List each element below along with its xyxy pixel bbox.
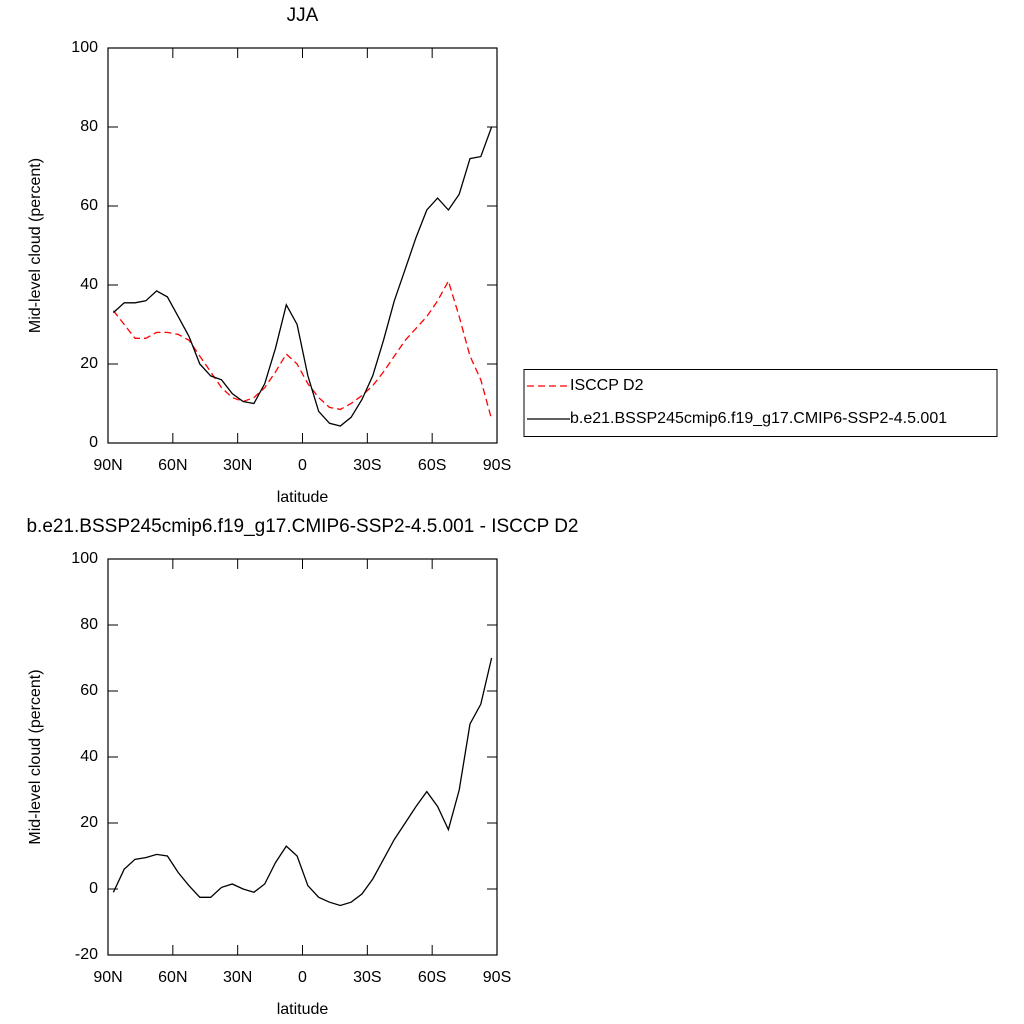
x-tick-label: 30N bbox=[223, 457, 252, 474]
legend-frame bbox=[523, 369, 998, 437]
y-axis-label: Mid-level cloud (percent) bbox=[27, 158, 44, 333]
x-tick-label: 30N bbox=[223, 969, 252, 986]
x-axis-label: latitude bbox=[277, 489, 329, 506]
y-tick-label: 40 bbox=[80, 748, 98, 765]
x-tick-label: 90N bbox=[93, 457, 122, 474]
y-tick-label: 80 bbox=[80, 118, 98, 135]
y-tick-label: 100 bbox=[71, 550, 98, 567]
chart-title: JJA bbox=[287, 5, 319, 26]
y-tick-label: 20 bbox=[80, 814, 98, 831]
x-tick-label: 90S bbox=[483, 457, 511, 474]
x-tick-label: 60N bbox=[158, 969, 187, 986]
y-tick-label: 0 bbox=[89, 434, 98, 451]
x-tick-label: 0 bbox=[298, 969, 307, 986]
y-tick-label: 100 bbox=[71, 39, 98, 56]
legend: ISCCP D2 b.e21.BSSP245cmip6.f19_g17.CMIP6… bbox=[523, 369, 998, 437]
x-tick-label: 60N bbox=[158, 457, 187, 474]
y-tick-label: 60 bbox=[80, 682, 98, 699]
x-tick-label: 60S bbox=[418, 969, 446, 986]
series-line bbox=[112, 279, 493, 420]
plot-frame bbox=[107, 558, 498, 956]
y-tick-label: -20 bbox=[75, 946, 98, 963]
series-line bbox=[112, 657, 493, 907]
y-axis-label: Mid-level cloud (percent) bbox=[27, 669, 44, 844]
legend-label: b.e21.BSSP245cmip6.f19_g17.CMIP6-SSP2-4.… bbox=[570, 410, 947, 427]
y-tick-label: 40 bbox=[80, 276, 98, 293]
legend-label: ISCCP D2 bbox=[570, 377, 644, 394]
x-tick-label: 30S bbox=[353, 457, 381, 474]
y-tick-label: 0 bbox=[89, 880, 98, 897]
series-line bbox=[112, 126, 493, 427]
x-tick-label: 60S bbox=[418, 457, 446, 474]
x-tick-label: 90S bbox=[483, 969, 511, 986]
plot-frame bbox=[107, 47, 498, 444]
x-axis-label: latitude bbox=[277, 1001, 329, 1018]
x-tick-label: 0 bbox=[298, 457, 307, 474]
x-tick-label: 90N bbox=[93, 969, 122, 986]
chart-title: b.e21.BSSP245cmip6.f19_g17.CMIP6-SSP2-4.… bbox=[26, 516, 578, 537]
y-tick-label: 80 bbox=[80, 616, 98, 633]
y-tick-label: 60 bbox=[80, 197, 98, 214]
y-tick-label: 20 bbox=[80, 355, 98, 372]
x-tick-label: 30S bbox=[353, 969, 381, 986]
